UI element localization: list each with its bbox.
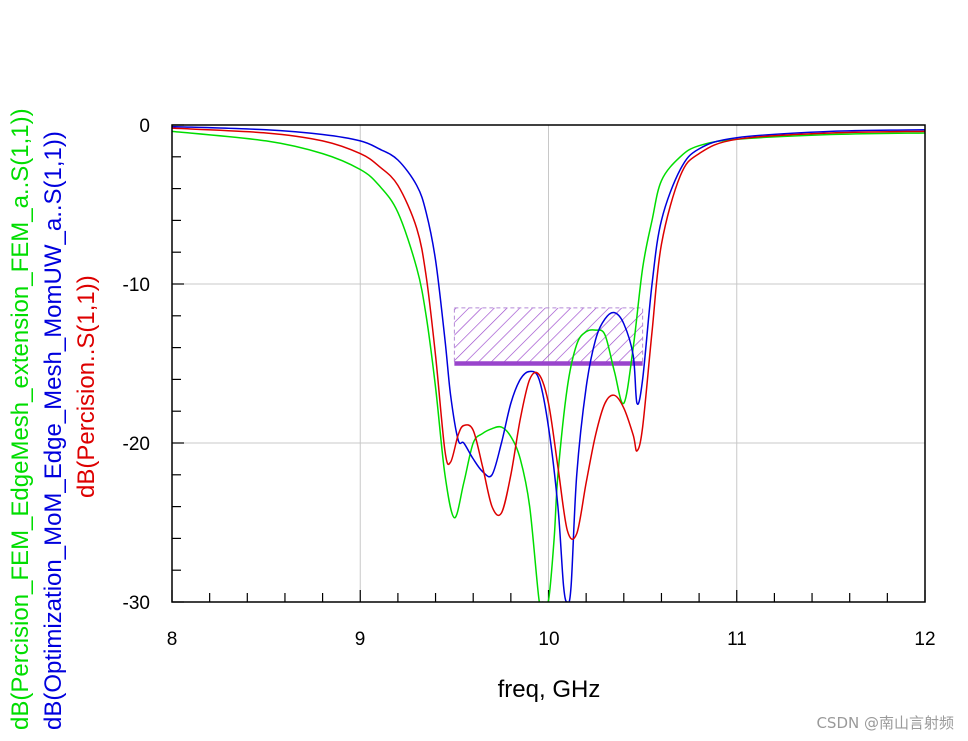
y-tick-label: 0 (139, 116, 150, 137)
y-axis-label-green: dB(Percision_FEM_EdgeMesh_extension_FEM_… (7, 108, 34, 730)
series-line-1 (172, 125, 925, 602)
y-tick-labels: 0 -10 -20 -30 (123, 116, 150, 614)
series-line-0 (172, 130, 925, 602)
spec-mask (453, 307, 644, 366)
plot-frame (171, 124, 926, 603)
y-tick-label: -20 (123, 434, 150, 455)
series-line-2 (172, 127, 925, 540)
y-axis-label-blue: dB(Optimization_MoM_Edge_Mesh_MomUW_a..S… (40, 131, 67, 730)
x-tick-label: 9 (355, 629, 366, 650)
x-tick-labels: 8 9 10 11 12 (167, 629, 936, 650)
y-tick-label: -10 (123, 275, 150, 296)
y-axis-labels: dB(Percision_FEM_EdgeMesh_extension_FEM_… (7, 108, 100, 730)
curves (172, 125, 925, 602)
x-tick-label: 10 (538, 629, 559, 650)
x-tick-label: 12 (914, 629, 935, 650)
watermark: CSDN @南山言射频 (816, 714, 954, 732)
x-tick-label: 8 (167, 629, 178, 650)
y-tick-label: -30 (123, 593, 150, 614)
x-axis-label: freq, GHz (498, 676, 601, 703)
x-tick-label: 11 (727, 629, 747, 650)
y-axis-label-red: dB(Percision..S(1,1)) (73, 275, 100, 498)
spec-mask-hatch (453, 307, 644, 365)
